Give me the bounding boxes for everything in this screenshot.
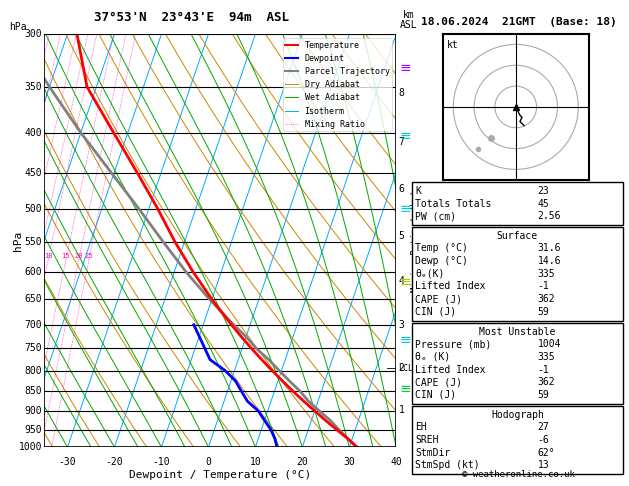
Text: StmDir: StmDir (415, 448, 450, 458)
Text: -30: -30 (58, 457, 76, 468)
Text: Lifted Index: Lifted Index (415, 364, 486, 375)
Text: 10: 10 (250, 457, 261, 468)
Text: 850: 850 (25, 386, 42, 397)
Text: -1: -1 (538, 364, 550, 375)
Text: 5: 5 (399, 231, 404, 241)
Text: 400: 400 (25, 128, 42, 138)
Text: 1004: 1004 (538, 339, 561, 349)
Text: -6: -6 (538, 435, 550, 445)
Text: Lifted Index: Lifted Index (415, 281, 486, 292)
Text: K: K (415, 186, 421, 196)
Text: CIN (J): CIN (J) (415, 390, 456, 400)
Text: ≡: ≡ (400, 333, 411, 347)
Text: ≡: ≡ (400, 202, 411, 216)
Text: 7: 7 (399, 137, 404, 147)
Text: 900: 900 (25, 406, 42, 416)
Text: ≡: ≡ (400, 382, 411, 396)
Text: © weatheronline.co.uk: © weatheronline.co.uk (462, 469, 576, 479)
Text: 362: 362 (538, 377, 555, 387)
Text: 750: 750 (25, 344, 42, 353)
Text: Most Unstable: Most Unstable (479, 327, 555, 337)
Text: Pressure (mb): Pressure (mb) (415, 339, 491, 349)
Text: 335: 335 (538, 352, 555, 362)
Text: 14.6: 14.6 (538, 256, 561, 266)
Text: Dewp (°C): Dewp (°C) (415, 256, 468, 266)
Text: CIN (J): CIN (J) (415, 307, 456, 317)
Text: 335: 335 (538, 269, 555, 279)
Text: kt: kt (447, 40, 459, 50)
Text: 8: 8 (399, 87, 404, 98)
Text: Dewpoint / Temperature (°C): Dewpoint / Temperature (°C) (129, 470, 311, 480)
Text: ≡: ≡ (400, 61, 411, 75)
Text: 2: 2 (399, 364, 404, 373)
Text: Mixing Ratio (g/kg): Mixing Ratio (g/kg) (411, 190, 420, 292)
Text: 300: 300 (25, 29, 42, 39)
Text: 500: 500 (25, 204, 42, 214)
Text: 40: 40 (391, 457, 402, 468)
Text: hPa: hPa (13, 230, 23, 251)
Text: 31.6: 31.6 (538, 243, 561, 254)
Text: -10: -10 (153, 457, 170, 468)
Text: 15: 15 (62, 253, 70, 259)
Text: 550: 550 (25, 237, 42, 247)
Text: Surface: Surface (497, 231, 538, 241)
Text: 20: 20 (74, 253, 83, 259)
Text: 3: 3 (399, 320, 404, 330)
Text: km
ASL: km ASL (400, 10, 418, 30)
Text: 20: 20 (296, 457, 308, 468)
Text: CAPE (J): CAPE (J) (415, 294, 462, 304)
Text: Hodograph: Hodograph (491, 410, 544, 420)
Text: CAPE (J): CAPE (J) (415, 377, 462, 387)
Text: -20: -20 (106, 457, 123, 468)
Text: 2.56: 2.56 (538, 211, 561, 222)
Text: 59: 59 (538, 390, 550, 400)
Text: 362: 362 (538, 294, 555, 304)
Text: 600: 600 (25, 267, 42, 277)
Text: 27: 27 (538, 422, 550, 433)
Text: 4: 4 (399, 276, 404, 286)
Text: 6: 6 (399, 184, 404, 194)
Text: 18.06.2024  21GMT  (Base: 18): 18.06.2024 21GMT (Base: 18) (421, 17, 617, 27)
Text: 10: 10 (44, 253, 52, 259)
Text: 350: 350 (25, 82, 42, 92)
Text: 45: 45 (538, 199, 550, 209)
Text: StmSpd (kt): StmSpd (kt) (415, 460, 480, 470)
Text: -1: -1 (538, 281, 550, 292)
Text: 62°: 62° (538, 448, 555, 458)
Text: EH: EH (415, 422, 427, 433)
Text: Totals Totals: Totals Totals (415, 199, 491, 209)
Text: 450: 450 (25, 168, 42, 178)
Text: 950: 950 (25, 424, 42, 434)
Text: 0: 0 (206, 457, 211, 468)
Text: PW (cm): PW (cm) (415, 211, 456, 222)
Text: 1: 1 (399, 405, 404, 416)
Text: 700: 700 (25, 320, 42, 330)
Text: LCL: LCL (399, 364, 414, 373)
Text: 30: 30 (343, 457, 355, 468)
Text: 37°53'N  23°43'E  94m  ASL: 37°53'N 23°43'E 94m ASL (94, 11, 289, 24)
Text: 23: 23 (538, 186, 550, 196)
Text: θₑ(K): θₑ(K) (415, 269, 445, 279)
Legend: Temperature, Dewpoint, Parcel Trajectory, Dry Adiabat, Wet Adiabat, Isotherm, Mi: Temperature, Dewpoint, Parcel Trajectory… (283, 38, 392, 131)
Text: ≡: ≡ (400, 129, 411, 143)
Text: 1000: 1000 (19, 442, 42, 452)
Text: SREH: SREH (415, 435, 438, 445)
Text: θₑ (K): θₑ (K) (415, 352, 450, 362)
Text: Temp (°C): Temp (°C) (415, 243, 468, 254)
Text: ≡: ≡ (400, 275, 411, 289)
Text: 650: 650 (25, 295, 42, 304)
Text: hPa: hPa (9, 22, 26, 32)
Text: 13: 13 (538, 460, 550, 470)
Text: 800: 800 (25, 365, 42, 376)
Text: 59: 59 (538, 307, 550, 317)
Text: 25: 25 (85, 253, 93, 259)
